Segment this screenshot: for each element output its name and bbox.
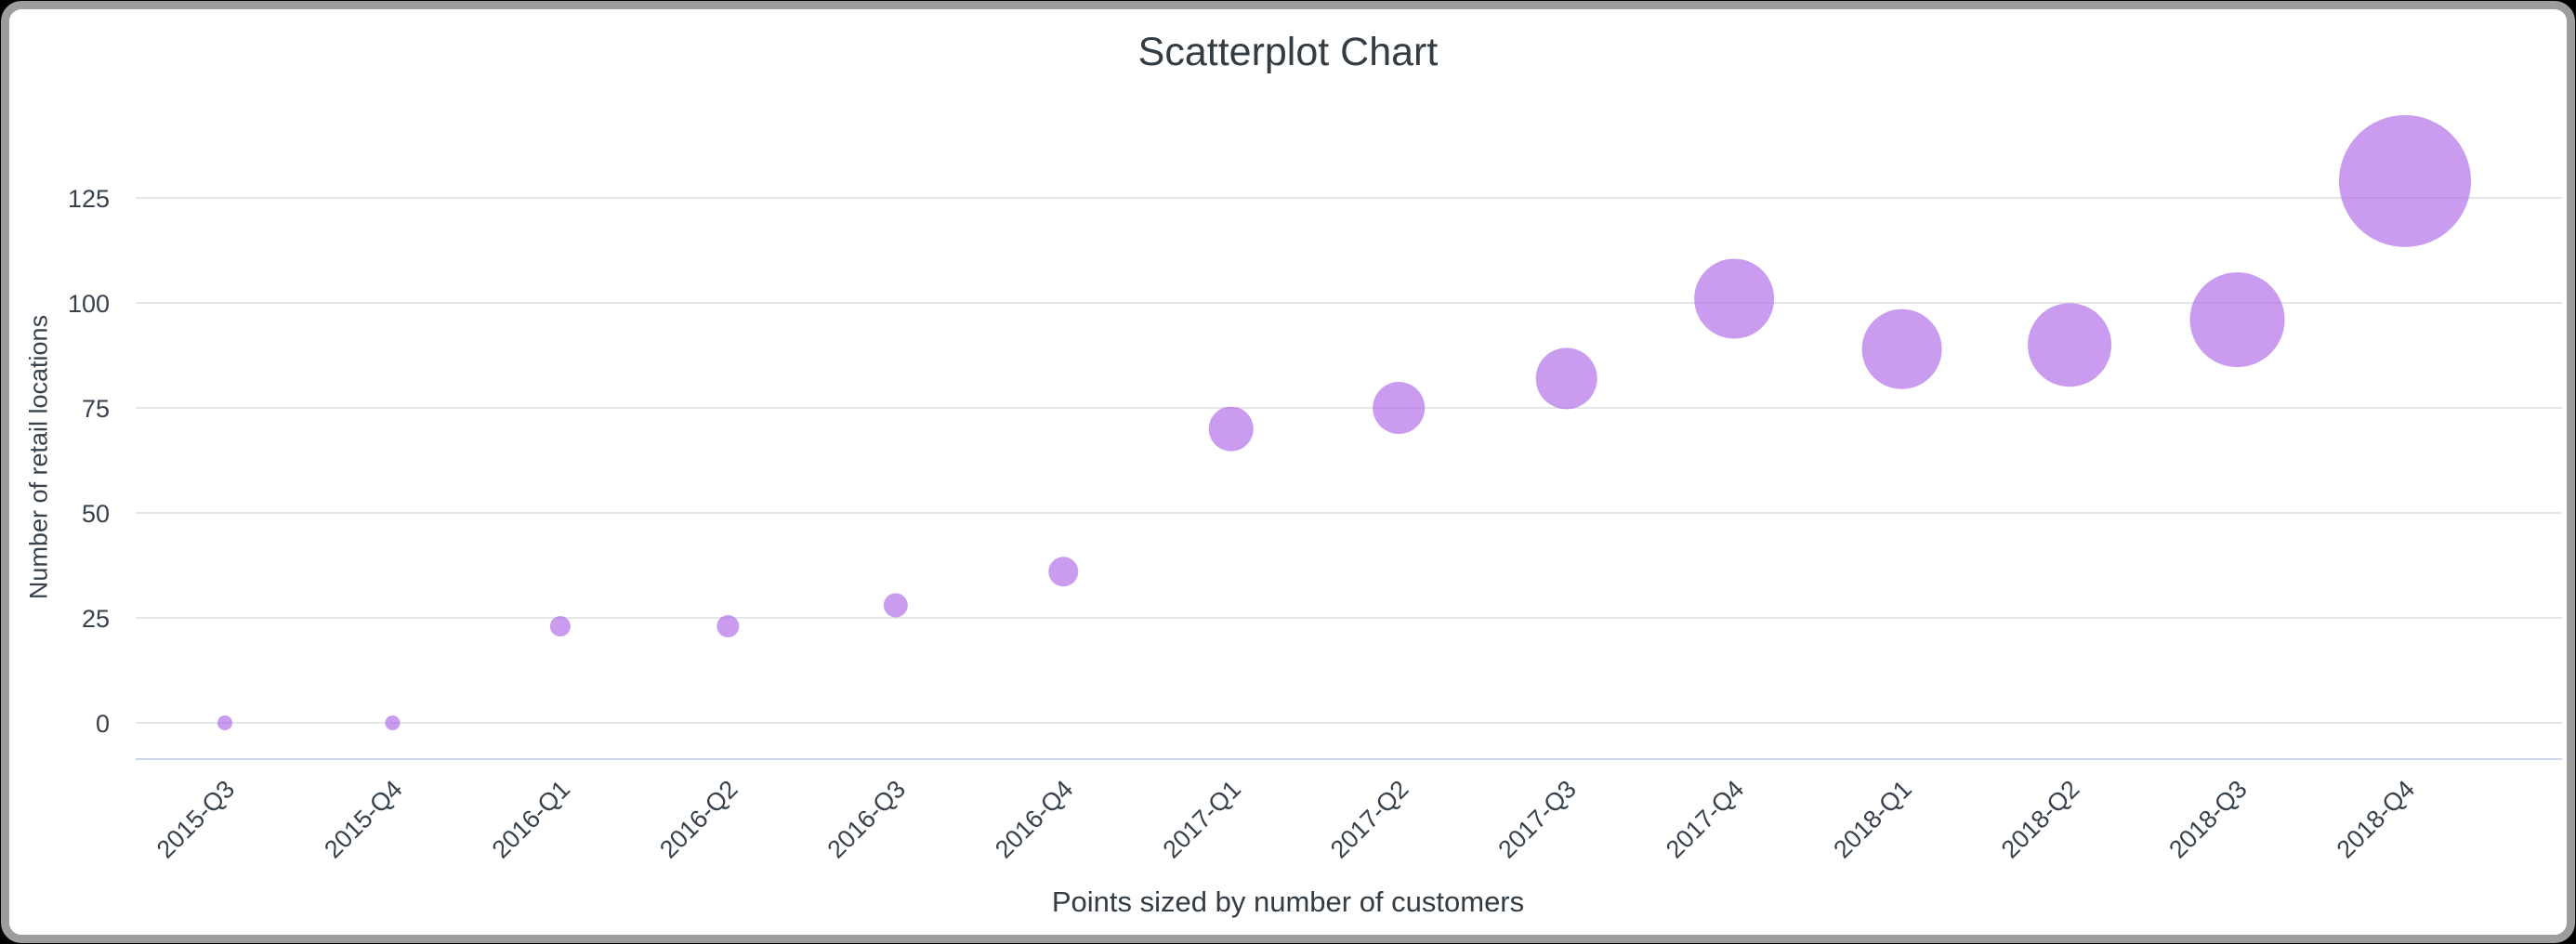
data-point-2018-Q2[interactable] [2028, 303, 2112, 387]
data-point-2017-Q4[interactable] [1694, 258, 1775, 339]
y-axis-title: Number of retail locations [24, 314, 53, 600]
x-tick-label: 2017-Q4 [1661, 775, 1750, 864]
x-tick-label: 2016-Q1 [487, 775, 576, 864]
data-point-2016-Q4[interactable] [1048, 557, 1079, 587]
data-point-2017-Q2[interactable] [1373, 382, 1426, 434]
x-tick-label: 2015-Q4 [319, 775, 408, 864]
x-tick-label: 2016-Q2 [654, 775, 743, 864]
data-point-2015-Q3[interactable] [217, 715, 232, 730]
x-tick-label: 2018-Q2 [1996, 775, 2085, 864]
y-tick-label: 25 [82, 605, 110, 633]
x-tick-label: 2016-Q4 [990, 775, 1079, 864]
x-tick-label: 2018-Q1 [1828, 775, 1917, 864]
data-point-2018-Q4[interactable] [2338, 114, 2471, 247]
data-point-2017-Q1[interactable] [1208, 406, 1254, 452]
data-point-2018-Q1[interactable] [1861, 308, 1942, 389]
y-tick-label: 100 [68, 290, 110, 318]
x-tick-label: 2018-Q4 [2332, 775, 2421, 864]
x-tick-label: 2016-Q3 [822, 775, 912, 864]
chart-caption: Points sized by number of customers [1051, 885, 1525, 918]
x-tick-label: 2017-Q3 [1492, 775, 1582, 864]
chart-title: Scatterplot Chart [1137, 30, 1439, 74]
y-tick-label: 75 [82, 395, 110, 423]
data-point-2016-Q2[interactable] [716, 615, 740, 638]
x-tick-label: 2015-Q3 [151, 775, 241, 864]
data-point-2017-Q3[interactable] [1535, 347, 1597, 410]
x-tick-label: 2018-Q3 [2163, 775, 2253, 864]
y-tick-label: 0 [96, 710, 110, 738]
data-point-2016-Q1[interactable] [549, 616, 571, 637]
data-point-2016-Q3[interactable] [883, 593, 908, 618]
x-tick-label: 2017-Q1 [1157, 775, 1246, 864]
x-tick-label: 2017-Q2 [1325, 775, 1414, 864]
y-tick-label: 50 [82, 500, 110, 528]
y-tick-label: 125 [68, 185, 110, 213]
data-point-2015-Q4[interactable] [385, 715, 401, 730]
data-point-2018-Q3[interactable] [2189, 272, 2285, 368]
